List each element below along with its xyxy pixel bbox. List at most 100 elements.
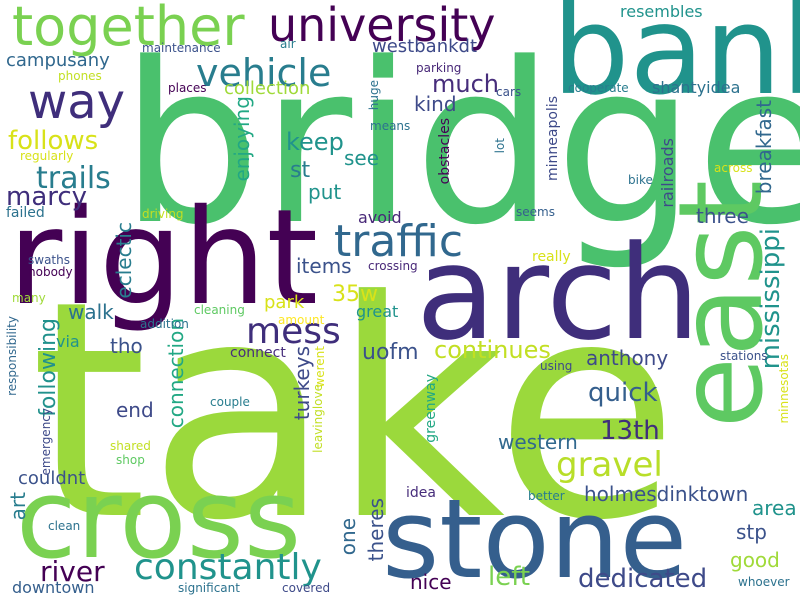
word-cars: cars (496, 85, 522, 99)
word-items: items (296, 254, 352, 278)
word-turkeys: turkeys (290, 346, 314, 421)
word-walk: walk (68, 300, 114, 324)
word-emergency: emergency (39, 408, 53, 476)
word-mess: mess (246, 311, 341, 352)
word-see: see (344, 146, 380, 170)
word-lot: lot (493, 138, 507, 154)
word-together: together (12, 0, 245, 58)
word-greenway: greenway (423, 374, 439, 443)
word-continues: continues (434, 336, 551, 364)
word-great: great (356, 302, 399, 321)
word-university: university (268, 0, 496, 52)
word-shantyidea: shantyidea (652, 78, 741, 97)
word-art: art (6, 492, 30, 521)
word-failed: failed (6, 205, 45, 221)
word-railroads: railroads (658, 138, 677, 208)
word-huge: huge (367, 80, 381, 111)
word-amount: amount (278, 313, 325, 327)
word-places: places (168, 81, 207, 95)
word-bike: bike (628, 173, 653, 187)
word-uofm: uofm (362, 340, 419, 365)
word-swaths: swaths (28, 253, 70, 267)
word-werent: werent (313, 346, 327, 388)
word-seems: seems (516, 205, 555, 219)
word-anthony: anthony (586, 346, 669, 370)
word-theres: theres (364, 498, 388, 562)
word-leavinglove: leavinglove (311, 384, 325, 453)
word-crossing: crossing (368, 259, 418, 273)
word-keep: keep (286, 128, 344, 156)
word-area: area (752, 496, 797, 520)
word-breakfast: breakfast (752, 100, 776, 195)
word-campusany: campusany (6, 50, 110, 71)
word-clean: clean (48, 519, 81, 533)
word-minneapolis: minneapolis (545, 96, 561, 181)
word-put: put (308, 180, 342, 204)
word-avoid: avoid (358, 208, 402, 227)
word-stone: stone (382, 475, 688, 600)
word-better: better (528, 489, 565, 503)
word-marcy: marcy (6, 182, 88, 212)
word-westbankdt: westbankdt (372, 36, 478, 57)
word-cooperate: cooperate (568, 81, 629, 95)
word-35w: 35w (332, 282, 378, 307)
word-kind: kind (414, 92, 457, 116)
word-park: park (264, 292, 305, 313)
word-river: river (40, 555, 105, 588)
word-driving: driving (142, 207, 184, 221)
word-quick: quick (588, 378, 658, 408)
word-via: via (56, 332, 80, 351)
word-addition: addition (140, 317, 189, 331)
word-downtown: downtown (12, 578, 95, 597)
word-st: st (290, 158, 311, 183)
word-enjoying: enjoying (230, 96, 254, 182)
word-minnesotas: minnesotas (777, 354, 791, 424)
word-eclectic: eclectic (112, 222, 136, 299)
word-tho: tho (110, 334, 143, 358)
word-responsibility: responsibility (5, 316, 19, 396)
word-couple: couple (210, 395, 250, 409)
word-many: many (12, 291, 46, 305)
word-obstacles: obstacles (437, 118, 453, 185)
word-right: right (8, 181, 319, 335)
word-whoever: whoever (738, 575, 790, 589)
word-bank: bank (552, 0, 800, 122)
word-significant: significant (178, 581, 240, 595)
word-end: end (116, 398, 154, 422)
word-dedicated: dedicated (578, 564, 708, 594)
word-way: way (28, 74, 126, 130)
word-maintenance: maintenance (142, 41, 221, 55)
word-good: good (730, 548, 780, 572)
word-left: left (488, 562, 531, 592)
word-one: one (336, 518, 360, 556)
word-much: much (432, 70, 499, 98)
word-holmesdinktown: holmesdinktown (584, 482, 749, 506)
word-nice: nice (410, 570, 452, 594)
word-trails: trails (36, 161, 111, 196)
word-regularly: regularly (20, 149, 74, 163)
word-connection: connection (164, 318, 188, 429)
word-constantly: constantly (134, 547, 322, 588)
word-parking: parking (416, 61, 462, 75)
word-collection: collection (224, 78, 311, 99)
word-phones: phones (58, 69, 102, 83)
word-take: take (30, 237, 680, 586)
word-stp: stp (736, 520, 767, 544)
word-traffic: traffic (334, 216, 464, 267)
word-arch: arch (416, 217, 701, 369)
word-follows: follows (8, 126, 99, 156)
word-13th: 13th (600, 416, 660, 446)
word-three: three (696, 204, 749, 228)
word-western: western (498, 430, 578, 454)
word-idea: idea (406, 485, 436, 501)
word-across: across (714, 161, 753, 175)
word-couldnt: couldnt (18, 468, 86, 489)
word-gravel: gravel (556, 445, 663, 485)
word-shared: shared (110, 439, 151, 453)
word-shop: shop (116, 453, 145, 467)
word-resembles: resembles (620, 2, 703, 21)
word-cleaning: cleaning (194, 303, 245, 317)
word-cross: cross (16, 455, 302, 583)
word-bridge: bridge (120, 16, 800, 274)
